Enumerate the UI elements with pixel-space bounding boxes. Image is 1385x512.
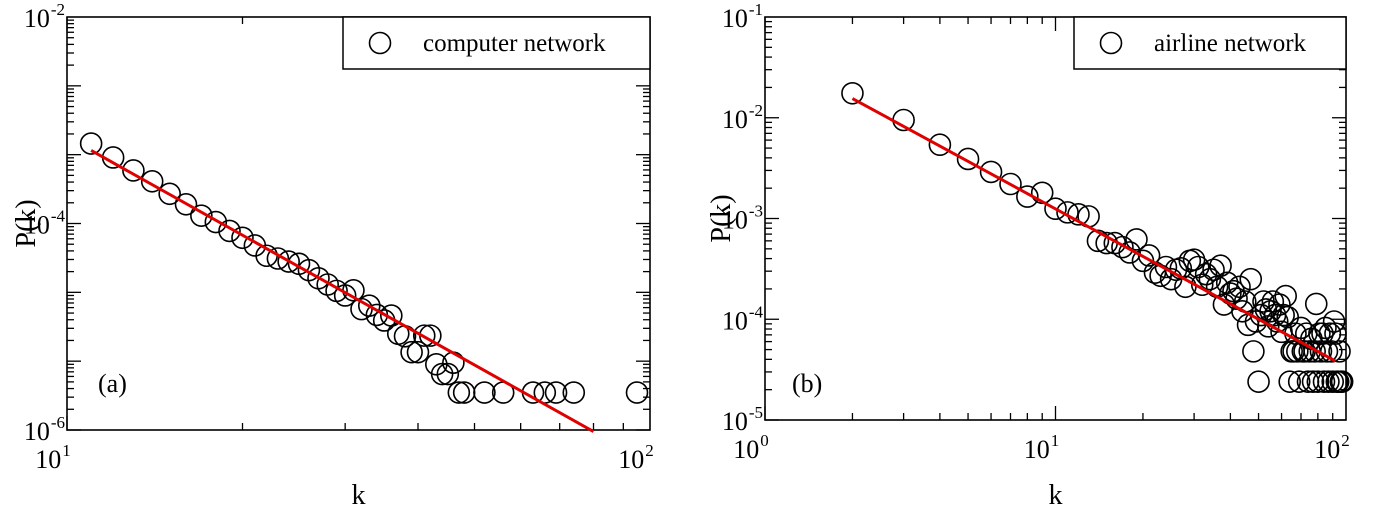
- data-point: [1154, 255, 1178, 279]
- data-point: [1209, 254, 1232, 278]
- data-point: [1186, 255, 1210, 279]
- panel-a-computer-network: 101 102 10-6 10-4 10-2 k P(k) computer network (…: [11, 0, 654, 511]
- legend-marker: [368, 31, 392, 55]
- data-point: [1328, 340, 1351, 363]
- data-point: [1044, 197, 1067, 221]
- data-point: [412, 324, 436, 347]
- data-point: [1311, 322, 1334, 345]
- data-point: [1322, 310, 1346, 333]
- data-point: [1228, 275, 1251, 299]
- y-tick-label: 10-4: [722, 302, 764, 335]
- data-point: [1056, 201, 1079, 224]
- data-point: [979, 160, 1003, 184]
- data-point: [1272, 303, 1295, 327]
- data-point: [190, 204, 213, 227]
- data-point: [447, 381, 471, 404]
- data-point: [79, 132, 103, 155]
- data-point: [406, 340, 430, 364]
- data-point: [1202, 258, 1225, 282]
- data-point: [1304, 292, 1328, 316]
- y-axis-label: P(k): [706, 194, 737, 242]
- data-point: [1324, 322, 1347, 345]
- y-tick-label: 10-2: [722, 101, 763, 134]
- axis-ticks: [764, 17, 1346, 421]
- data-point: [1312, 370, 1336, 393]
- data-point: [841, 81, 864, 105]
- legend-box: [342, 16, 651, 70]
- data-point: [1118, 241, 1141, 264]
- panel-label: (b): [792, 369, 822, 398]
- y-tick-label: 10-4: [24, 207, 66, 240]
- y-tick-label: 10-5: [722, 403, 763, 436]
- data-point: [266, 247, 290, 270]
- legend: airline network: [1073, 16, 1347, 70]
- data-point: [1239, 267, 1263, 291]
- data-points: [79, 132, 649, 404]
- power-law-fit-line: [851, 97, 1337, 363]
- x-axis-label: k: [352, 480, 366, 511]
- data-point: [174, 193, 198, 216]
- data-point: [928, 133, 952, 157]
- plot-frame: [66, 16, 651, 431]
- data-point: [1309, 340, 1333, 363]
- panel-b-airline-network: 100 101 102 10-5 10-4 10-3 10-2 10-1 k P(k) airlin…: [706, 0, 1354, 511]
- x-tick-label: 101: [35, 441, 71, 474]
- data-point: [562, 381, 586, 404]
- data-point: [218, 219, 241, 243]
- legend-entry: computer network: [423, 30, 606, 57]
- data-point: [1265, 310, 1289, 333]
- y-tick-label: 10-3: [722, 202, 763, 235]
- data-point: [1242, 340, 1265, 363]
- data-point: [1169, 257, 1193, 280]
- data-point: [1318, 322, 1342, 345]
- data-point: [1016, 185, 1039, 208]
- data-point: [1330, 370, 1354, 393]
- y-tick-label: 10-1: [722, 0, 763, 33]
- data-point: [452, 381, 476, 404]
- data-point: [140, 170, 164, 193]
- data-point: [1111, 235, 1134, 259]
- data-point: [1125, 228, 1148, 251]
- data-point: [122, 159, 145, 182]
- power-law-fit-line: [90, 149, 595, 433]
- data-point: [1301, 370, 1325, 393]
- data-point: [277, 250, 300, 273]
- legend-marker: [1099, 31, 1123, 55]
- x-axis-label: k: [1049, 480, 1063, 511]
- x-tick-label: 102: [1314, 431, 1350, 464]
- panel-label: (a): [98, 369, 127, 398]
- data-point: [357, 294, 381, 317]
- y-tick-label: 10-2: [24, 0, 65, 33]
- data-point: [1190, 273, 1214, 297]
- axis-ticks: [66, 17, 650, 431]
- data-point: [1182, 248, 1206, 272]
- y-tick-label: 10-6: [24, 413, 65, 446]
- x-tick-label: 102: [618, 441, 654, 474]
- data-point: [158, 182, 181, 206]
- data-point: [1268, 293, 1291, 316]
- data-point: [204, 210, 228, 234]
- x-tick-label: 100: [733, 431, 769, 464]
- data-point: [1247, 370, 1270, 393]
- x-tick-label: 101: [1024, 431, 1060, 464]
- data-point: [999, 172, 1022, 196]
- data-point: [231, 226, 254, 250]
- y-axis-label: P(k): [11, 199, 42, 247]
- data-point: [544, 381, 568, 404]
- data-points: [841, 81, 1354, 393]
- data-point: [1278, 370, 1301, 393]
- legend-entry: airline network: [1154, 30, 1307, 57]
- data-point: [436, 362, 460, 386]
- legend: computer network: [342, 16, 651, 70]
- data-point: [400, 340, 423, 364]
- data-point: [625, 381, 649, 404]
- data-point: [1317, 370, 1340, 393]
- legend-box: [1073, 16, 1347, 70]
- data-point: [1225, 287, 1248, 310]
- data-point: [473, 381, 496, 404]
- data-point: [956, 147, 980, 171]
- data-point: [1287, 370, 1311, 393]
